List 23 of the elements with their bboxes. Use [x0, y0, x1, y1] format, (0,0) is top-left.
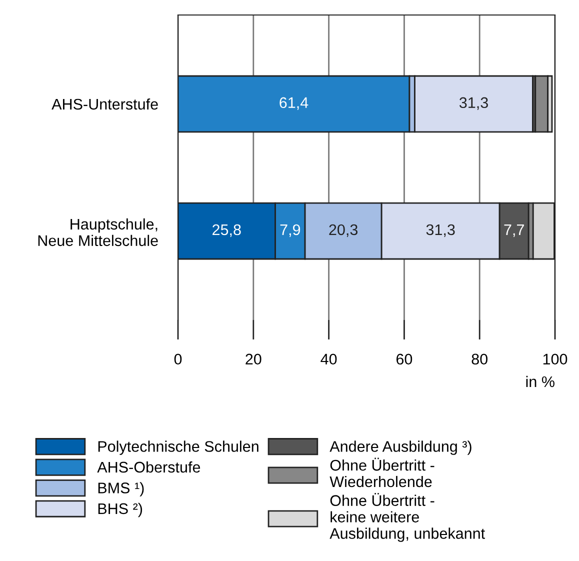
data-label: 20,3 — [329, 224, 358, 237]
data-label: 7,7 — [504, 224, 524, 237]
legend-label: BHS ²) — [98, 502, 142, 518]
legend-label: Andere Ausbildung ³) — [330, 440, 472, 455]
x-tick-label: 20 — [246, 354, 262, 365]
y-tick-label: Hauptschule, Neue Mittelschule — [38, 218, 158, 246]
data-label: 31,3 — [459, 97, 488, 110]
legend-label: Ohne Übertritt - Wiederholende — [330, 458, 434, 488]
x-tick-label: 40 — [320, 354, 337, 365]
data-label: 31,3 — [426, 224, 455, 237]
x-axis-title: in % — [526, 376, 554, 388]
y-tick-label: AHS-Unterstufe — [52, 98, 158, 110]
x-tick-label: 100 — [543, 354, 568, 365]
legend-label: Ohne Übertritt - keine weitere Ausbildung, unbekannt — [330, 493, 485, 542]
legend-label: AHS-Oberstufe — [97, 461, 200, 473]
data-label: 25,8 — [212, 224, 241, 237]
x-tick-label: 0 — [174, 354, 182, 365]
x-tick-label: 80 — [472, 354, 488, 365]
legend-label: Polytechnische Schulen — [98, 440, 258, 455]
legend-label: BMS ¹) — [98, 482, 144, 496]
x-tick-label: 60 — [396, 354, 412, 365]
data-label: 7,9 — [280, 224, 300, 237]
data-label: 61,4 — [280, 97, 308, 110]
